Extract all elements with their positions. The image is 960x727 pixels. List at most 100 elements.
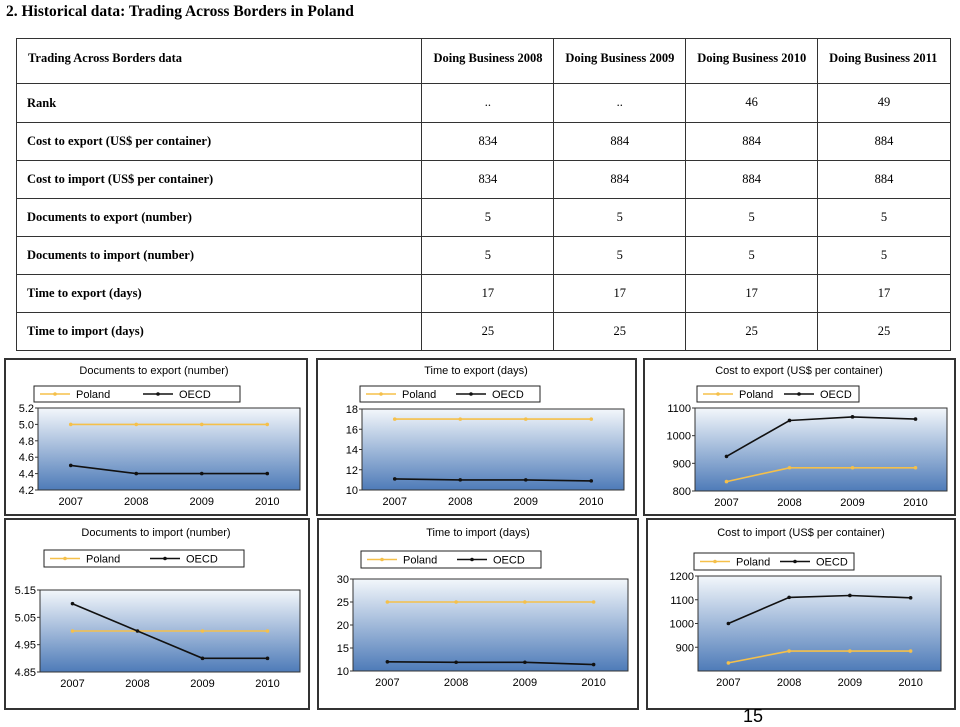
table-cell: 5 <box>817 198 951 237</box>
y-tick-label: 5.15 <box>15 585 36 597</box>
chart-title: Documents to import (number) <box>81 527 230 539</box>
row-label: Cost to import (US$ per container) <box>15 160 423 199</box>
legend-box <box>696 385 860 403</box>
data-point <box>135 629 140 633</box>
data-point <box>726 621 731 626</box>
legend-label: Poland <box>76 389 110 401</box>
table-cell: 5 <box>553 236 687 275</box>
legend-label: Poland <box>739 389 773 401</box>
data-point <box>134 471 139 476</box>
data-point <box>265 629 270 633</box>
x-tick-label: 2010 <box>898 677 922 689</box>
chart-title: Cost to import (US$ per container) <box>717 527 885 539</box>
data-point <box>724 454 729 459</box>
x-tick-label: 2007 <box>59 496 83 508</box>
data-point <box>454 660 458 665</box>
legend-marker <box>713 559 717 564</box>
chart-svg: Documents to import (number) Poland OECD 5.… <box>15 527 301 690</box>
y-tick-label: 30 <box>337 574 349 586</box>
data-point <box>134 422 139 427</box>
chart-title: Cost to export (US$ per container) <box>715 365 883 377</box>
data-point <box>70 601 75 606</box>
series-line-oecd <box>394 478 592 482</box>
trading-data-table: Trading Across Borders data Doing Busine… <box>15 38 951 351</box>
x-tick-label: 2007 <box>714 497 738 509</box>
table-cell: 17 <box>421 274 555 313</box>
row-label: Rank <box>15 83 423 123</box>
legend-marker <box>379 392 383 396</box>
chart-title: Time to export (days) <box>424 365 528 377</box>
x-tick-label: 2009 <box>190 678 214 690</box>
data-point <box>591 662 596 667</box>
y-tick-label: 4.85 <box>15 667 36 679</box>
table-header-cell: Doing Business 2009 <box>553 38 687 84</box>
legend-label: Poland <box>736 557 770 569</box>
series-line-poland <box>728 650 911 664</box>
y-tick-label: 5.05 <box>15 612 36 624</box>
section-heading: 2. Historical data: Trading Across Borde… <box>6 3 354 20</box>
y-tick-label: 20 <box>337 620 349 632</box>
x-tick-label: 2007 <box>716 677 740 689</box>
table-cell: 25 <box>685 312 819 351</box>
table-cell: 884 <box>685 160 819 199</box>
data-point <box>591 600 596 604</box>
table-cell: 25 <box>817 312 951 351</box>
y-tick-label: 4.4 <box>19 469 34 481</box>
legend-label: Poland <box>86 554 120 566</box>
legend-box <box>359 385 541 403</box>
table-cell: 5 <box>817 236 951 275</box>
table-cell: 834 <box>421 160 555 199</box>
y-tick-label: 4.8 <box>19 436 34 448</box>
x-tick-label: 2010 <box>579 496 603 508</box>
x-tick-label: 2010 <box>581 677 605 689</box>
table-row: Cost to export (US$ per container) 834 8… <box>15 122 951 161</box>
data-point <box>385 600 390 604</box>
data-point <box>787 465 792 470</box>
legend-marker <box>716 392 720 396</box>
data-point <box>70 629 75 633</box>
legend-box <box>33 385 241 403</box>
table-cell: 25 <box>553 312 687 351</box>
y-tick-label: 25 <box>337 597 349 609</box>
data-point <box>589 417 594 421</box>
table-cell: 5 <box>421 236 555 275</box>
table-header-cell: Doing Business 2008 <box>421 38 555 84</box>
plot-area <box>361 408 625 491</box>
data-point <box>908 649 913 653</box>
table-cell: 49 <box>817 83 951 123</box>
data-point <box>385 660 390 664</box>
table-cell: 5 <box>685 236 819 275</box>
x-tick-label: 2010 <box>255 496 279 508</box>
legend-marker <box>470 557 474 562</box>
x-tick-label: 2008 <box>124 496 148 508</box>
page-number: 15 <box>743 706 764 726</box>
table-row: Time to import (days) 25 25 25 25 <box>15 312 951 351</box>
legend-marker <box>797 392 801 396</box>
table-row: Cost to import (US$ per container) 834 8… <box>15 160 951 199</box>
x-tick-label: 2009 <box>514 496 538 508</box>
chart-time-to-import: Time to import (days) Poland OECD 30 25 20 15 1… <box>317 518 639 710</box>
x-tick-label: 2009 <box>513 677 537 689</box>
data-point <box>200 656 205 661</box>
series-line-oecd <box>70 464 268 475</box>
y-tick-label: 5.2 <box>19 403 34 415</box>
data-point <box>850 465 855 470</box>
chart-documents-to-import: Documents to import (number) Poland OECD 5.… <box>4 518 310 710</box>
table-cell: 17 <box>553 274 687 313</box>
data-point <box>458 417 463 421</box>
table-cell: 17 <box>685 274 819 313</box>
x-tick-label: 2007 <box>383 496 407 508</box>
plot-area <box>352 578 629 672</box>
table-row: Time to export (days) 17 17 17 17 <box>15 274 951 313</box>
data-point <box>848 649 852 653</box>
y-tick-label: 900 <box>673 458 691 470</box>
legend-label: Poland <box>403 555 437 567</box>
table-cell: 834 <box>421 122 555 161</box>
data-point <box>265 471 270 476</box>
data-point <box>908 596 913 600</box>
y-tick-label: 10 <box>346 485 358 497</box>
chart-svg: Cost to export (US$ per container) Poland… <box>667 365 948 509</box>
y-tick-label: 1100 <box>667 403 691 415</box>
x-tick-label: 2009 <box>840 497 864 509</box>
plot-area <box>694 407 948 492</box>
